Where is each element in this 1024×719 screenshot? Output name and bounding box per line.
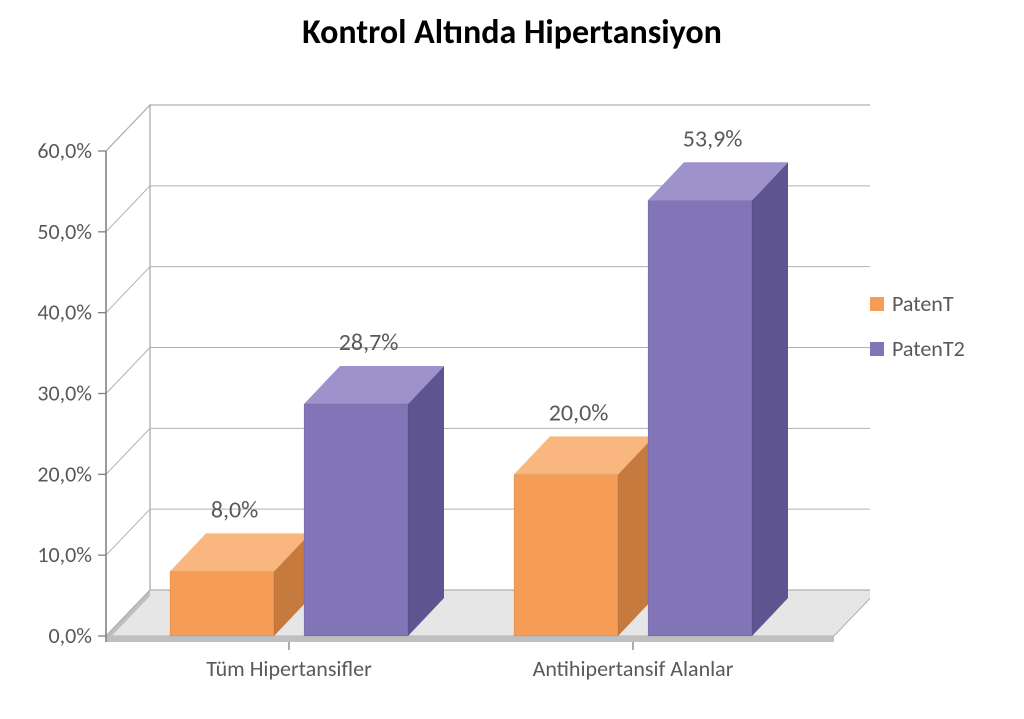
bar-data-label: 8,0%: [211, 495, 258, 524]
legend-item: PatenT2: [870, 335, 965, 362]
bar-side: [408, 366, 444, 636]
legend-label: PatenT: [892, 290, 954, 317]
y-tick-label: 10,0%: [37, 541, 92, 568]
y-tick-label: 0,0%: [48, 622, 92, 649]
y-tick-label: 30,0%: [37, 380, 92, 407]
legend-item: PatenT: [870, 290, 965, 317]
gridline-side: [106, 267, 150, 313]
chart-container: Kontrol Altında Hipertansiyon 0,0%10,0%2…: [0, 0, 1024, 719]
y-tick-label: 60,0%: [37, 137, 92, 164]
bar-data-label: 28,7%: [339, 328, 399, 357]
gridline-side: [106, 186, 150, 232]
y-tick-label: 40,0%: [37, 299, 92, 326]
bar-front: [514, 474, 618, 636]
legend-swatch: [870, 297, 884, 311]
x-category-label: Tüm Hipertansifler: [206, 655, 372, 682]
legend: PatenT PatenT2: [870, 290, 965, 380]
bar-side: [752, 162, 788, 636]
gridline-side: [106, 105, 150, 151]
legend-swatch: [870, 342, 884, 356]
bar-front: [648, 200, 752, 636]
chart-svg: 0,0% 10,0% 20,0% 30,0% 40,0% 50,0% 60,0% 8,0% 28…: [0, 0, 870, 719]
bar-front: [170, 571, 274, 636]
chart-floor-front: [106, 636, 834, 642]
y-tick-label: 20,0%: [37, 460, 92, 487]
gridline-side: [106, 509, 150, 555]
y-tick-label: 50,0%: [37, 218, 92, 245]
gridline-side: [106, 428, 150, 474]
bar-data-label: 20,0%: [549, 398, 609, 427]
gridline-side: [106, 348, 150, 394]
bar-front: [304, 404, 408, 636]
x-category-label: Antihipertansif Alanlar: [533, 655, 734, 682]
legend-label: PatenT2: [892, 335, 965, 362]
bar-data-label: 53,9%: [683, 124, 743, 153]
